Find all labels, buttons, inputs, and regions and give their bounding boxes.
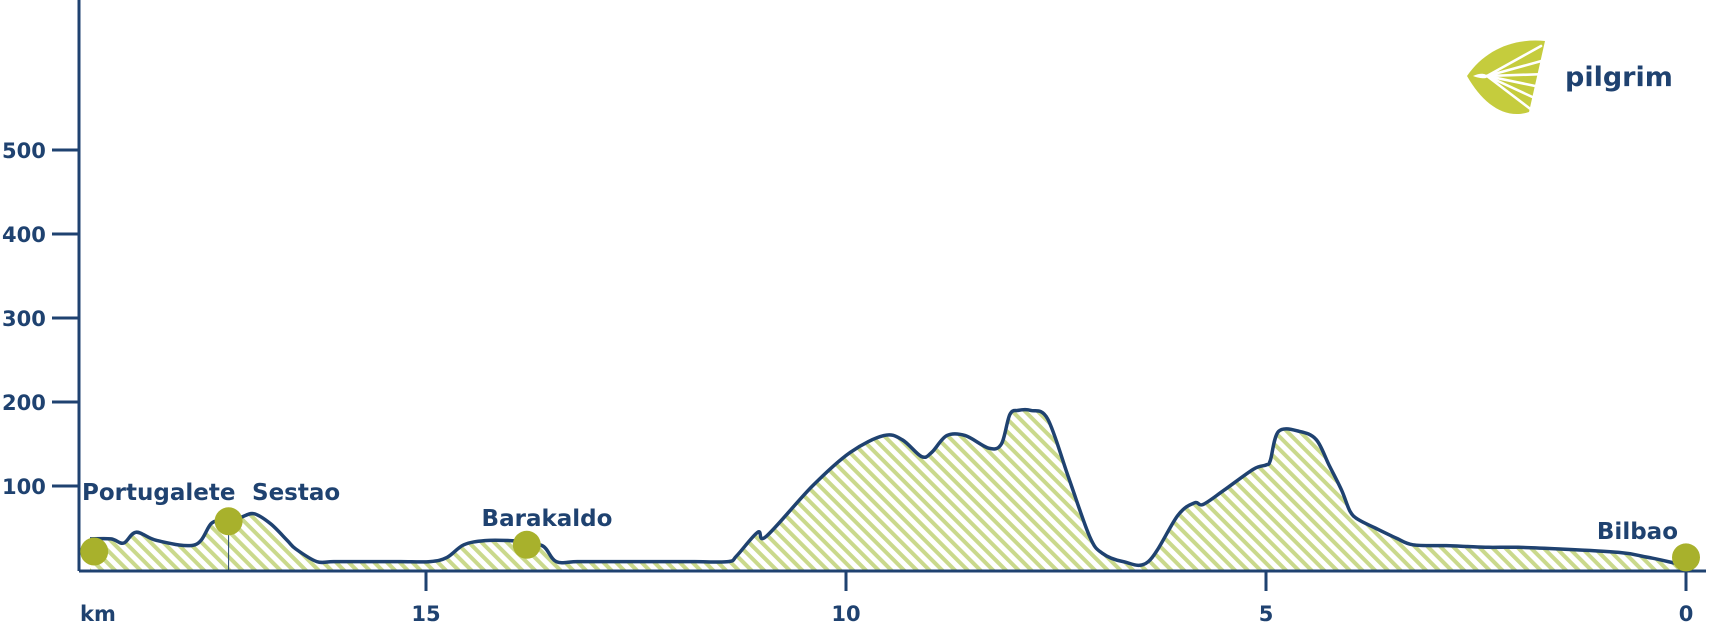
x-tick-label: 10 [831, 602, 860, 626]
place-markers: Portugalete Sestao Barakaldo Bilbao [80, 480, 1700, 572]
x-tick-label: 0 [1679, 602, 1694, 626]
place-marker [512, 530, 541, 559]
y-tick-label: 100 [2, 475, 46, 499]
elevation-area [89, 407, 1687, 571]
y-tick-label: 200 [2, 391, 46, 415]
y-tick-label: 300 [2, 307, 46, 331]
scallop-shell-icon [1467, 40, 1549, 115]
x-tick-label: 15 [411, 602, 440, 626]
x-tick-label: 5 [1259, 602, 1274, 626]
place-marker [1672, 543, 1700, 572]
elevation-line [89, 407, 1687, 568]
elevation-fill [90, 409, 1686, 571]
place-marker [214, 507, 243, 536]
x-axis-label: km [80, 602, 116, 626]
place-marker [80, 537, 109, 566]
y-tick-label: 400 [2, 223, 46, 247]
place-label: Barakaldo [482, 506, 613, 532]
place-label: Sestao [252, 480, 340, 506]
pilgrim-logo: pilgrim [1467, 40, 1673, 115]
place-label: Bilbao [1597, 519, 1678, 545]
logo-text: pilgrim [1565, 62, 1673, 93]
place-label: Portugalete [82, 480, 235, 506]
y-tick-label: 500 [2, 139, 46, 163]
